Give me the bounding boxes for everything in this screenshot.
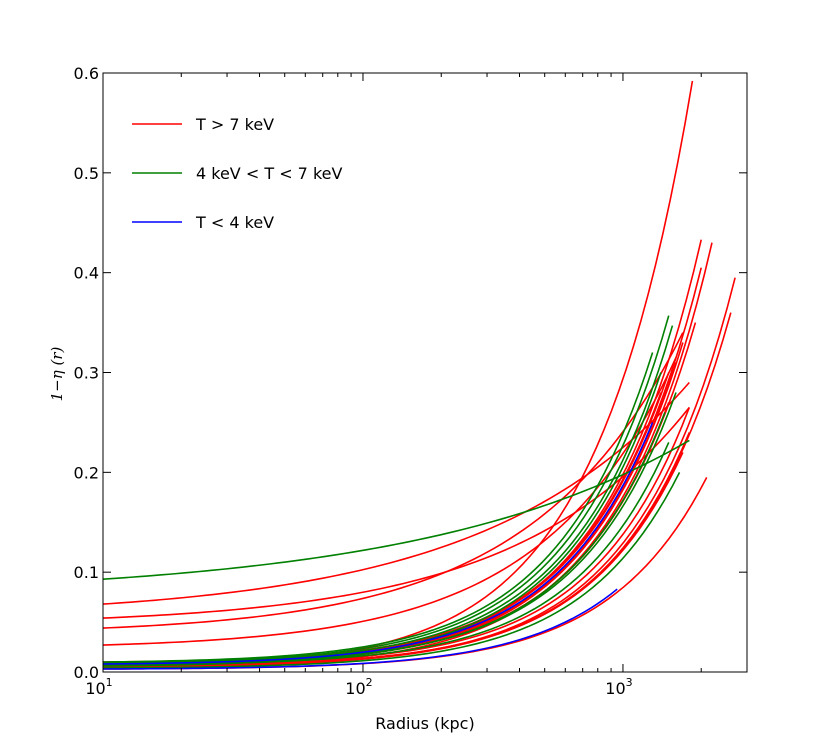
legend: T > 7 keV 4 keV < T < 7 keV T < 4 keV xyxy=(132,115,342,232)
y-tick-label-5: 0.5 xyxy=(74,164,99,183)
x-tick-exponent-0: 1 xyxy=(106,676,113,689)
y-tick-label-1: 0.1 xyxy=(74,563,99,582)
x-tick-exponent-1: 2 xyxy=(366,676,373,689)
series-line-hot-0 xyxy=(102,80,694,668)
series-line-hot-16 xyxy=(102,381,690,605)
y-tick-label-2: 0.2 xyxy=(74,463,99,482)
legend-label-1: 4 keV < T < 7 keV xyxy=(196,164,342,183)
series-line-cool-30 xyxy=(102,422,654,665)
series-line-warm-20 xyxy=(102,439,690,580)
series-line-hot-17 xyxy=(102,332,684,629)
legend-label-2: T < 4 keV xyxy=(195,213,274,232)
series-line-hot-5 xyxy=(102,267,702,666)
series-line-hot-1 xyxy=(102,242,713,669)
series-line-hot-2 xyxy=(102,239,702,667)
series-line-hot-18 xyxy=(102,357,677,646)
x-tick-exponent-2: 3 xyxy=(626,676,633,689)
series-line-warm-28 xyxy=(102,442,670,666)
series-line-hot-14 xyxy=(102,432,691,668)
y-axis-label: 1−η (r) xyxy=(48,346,66,401)
series-line-warm-26 xyxy=(102,412,666,666)
x-tick-label-1: 102 xyxy=(345,676,372,698)
y-tick-label-4: 0.4 xyxy=(74,264,99,283)
y-tick-label-0: 0.0 xyxy=(74,663,99,682)
series-line-hot-19 xyxy=(102,406,690,619)
series-line-cool-29 xyxy=(102,588,618,670)
series-line-warm-21 xyxy=(102,315,670,664)
series-line-hot-3 xyxy=(102,277,736,668)
series-layer xyxy=(102,80,736,670)
series-line-hot-12 xyxy=(102,342,684,665)
y-tick-label-3: 0.3 xyxy=(74,364,99,383)
x-tick-label-2: 103 xyxy=(605,676,632,698)
y-tick-label-6: 0.6 xyxy=(74,64,99,83)
series-line-warm-27 xyxy=(102,471,681,669)
series-line-warm-23 xyxy=(102,352,654,663)
series-line-hot-11 xyxy=(102,362,677,667)
legend-label-0: T > 7 keV xyxy=(195,115,274,134)
x-axis-label: Radius (kpc) xyxy=(375,714,474,733)
